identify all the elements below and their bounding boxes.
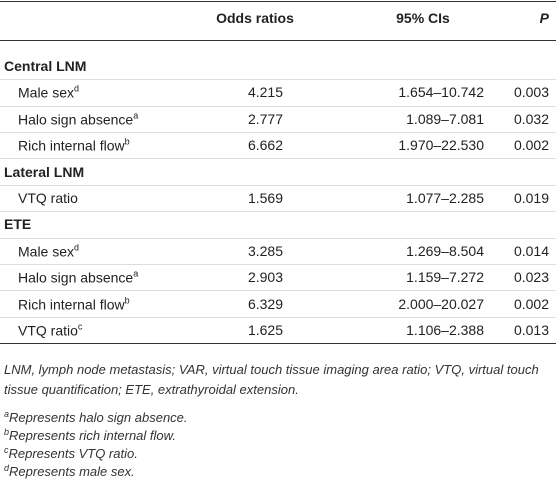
rule [0,132,556,133]
row-label: VTQ ratioc [18,322,82,339]
footnote: cRepresents VTQ ratio. [4,445,138,461]
rule [0,290,556,292]
rule [0,316,556,318]
superscript: d [74,242,80,253]
label-text: VTQ ratio [18,190,78,206]
odds-ratio: 3.285 [247,242,283,259]
rule [0,264,556,265]
odds-ratio: 4.215 [247,84,283,101]
label-text: Male sex [18,243,75,260]
rule [0,158,556,160]
row-label: Halo sign absencea [18,110,138,127]
odds-ratio: 2.903 [247,269,283,286]
label-text: Halo sign absence [18,269,134,286]
odds-ratio: 6.329 [247,295,283,312]
column-header: P [539,10,549,26]
confidence-interval: 1.654–10.742 [398,84,484,101]
rule [0,343,556,345]
rule [0,79,556,81]
p-value: 0.023 [513,269,549,286]
label-text: Rich internal flow [18,295,125,312]
row-label: Rich internal flowb [18,295,130,312]
footnote: aRepresents halo sign absence. [4,409,188,425]
superscript: b [4,426,10,437]
footnote-text: Represents rich internal flow. [9,428,176,444]
footnote-text: Represents VTQ ratio. [8,446,138,462]
confidence-interval: 1.269–8.504 [406,242,484,259]
confidence-interval: 1.077–2.285 [406,190,484,206]
label-text: Halo sign absence [18,111,134,128]
section-title: ETE [4,216,32,233]
footnote-text: LNM, lymph node metastasis; VAR, virtual… [4,362,539,397]
rule [0,184,556,186]
column-header: Odds ratios [216,10,294,26]
label-text: Rich internal flow [18,137,125,154]
row-label: VTQ ratio [18,190,78,206]
section-title: Central LNM [4,58,87,74]
section-title: Lateral LNM [4,163,85,180]
footnote: dRepresents male sex. [4,463,135,479]
odds-ratio: 6.662 [247,137,283,154]
superscript: d [74,84,80,95]
rule [0,105,556,107]
odds-ratio: 1.569 [247,190,283,206]
rule [0,211,556,213]
footnote: bRepresents rich internal flow. [4,427,176,443]
label-text: Male sex [18,84,75,101]
odds-ratio: 2.777 [247,110,283,127]
superscript: c [77,321,83,332]
p-value: 0.019 [513,190,549,206]
confidence-interval: 2.000–20.027 [398,295,484,312]
row-label: Male sexd [18,84,79,101]
label-text: VTQ ratio [18,322,78,339]
p-value: 0.013 [513,322,549,338]
superscript: b [124,295,130,306]
confidence-interval: 1.106–2.388 [406,322,484,338]
row-label: Rich internal flowb [18,137,130,154]
superscript: d [4,462,10,473]
superscript: c [4,444,9,455]
superscript: a [133,268,139,279]
superscript: a [4,408,10,419]
confidence-interval: 1.970–22.530 [398,137,484,154]
p-value: 0.003 [513,84,549,101]
p-value: 0.032 [513,110,549,127]
rule [0,40,556,41]
odds-ratio: 1.625 [247,322,283,338]
rule [0,237,556,239]
column-header: 95% CIs [396,10,450,26]
p-value: 0.014 [513,242,549,259]
confidence-interval: 1.159–7.272 [406,269,484,286]
p-value: 0.002 [513,295,549,312]
rule [0,1,556,2]
row-label: Male sexd [18,242,79,259]
p-value: 0.002 [513,137,549,154]
footnote-text: Represents halo sign absence. [9,410,188,426]
confidence-interval: 1.089–7.081 [406,110,484,127]
row-label: Halo sign absencea [18,269,138,286]
superscript: a [133,110,139,121]
footnote-text: Represents male sex. [9,464,135,480]
superscript: b [124,136,130,147]
